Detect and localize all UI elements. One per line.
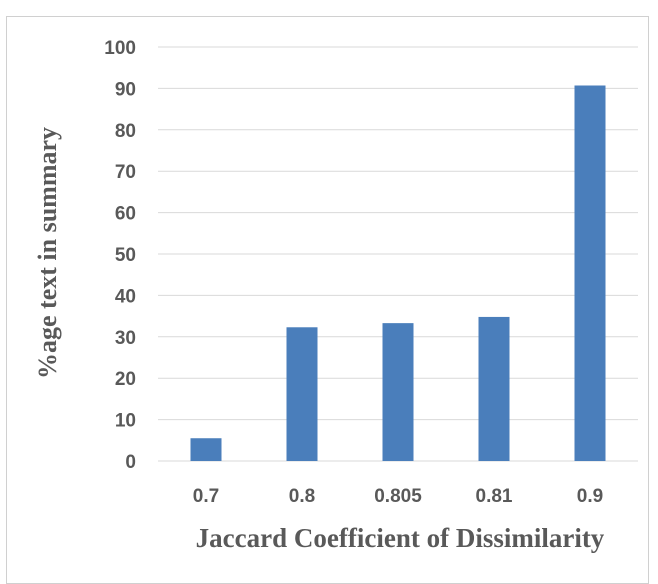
x-tick-label: 0.805	[374, 486, 422, 507]
y-tick-label: 70	[115, 162, 136, 183]
y-tick-label: 50	[115, 245, 136, 266]
y-axis-ticks: 0 10 20 30 40 50 60 70 80 90 100	[104, 38, 136, 473]
y-tick-label: 100	[104, 38, 136, 59]
bars	[190, 85, 606, 461]
x-tick-label: 0.9	[577, 486, 603, 507]
gridlines	[158, 46, 638, 462]
bar-0.805	[382, 323, 414, 461]
bar-0.9	[574, 85, 606, 461]
y-tick-label: 10	[115, 411, 136, 432]
bar-0.8	[286, 327, 318, 461]
x-tick-label: 0.7	[193, 486, 219, 507]
chart-frame	[6, 16, 649, 584]
y-tick-label: 30	[115, 328, 136, 349]
x-tick-label: 0.81	[476, 486, 513, 507]
y-tick-label: 40	[115, 286, 136, 307]
y-axis-label: %age text in summary	[33, 127, 62, 379]
y-tick-label: 80	[115, 121, 136, 142]
bar-0.81	[478, 316, 510, 461]
y-tick-label: 0	[125, 452, 136, 473]
bar-0.7	[190, 438, 222, 461]
x-axis-ticks: 0.7 0.8 0.805 0.81 0.9	[193, 486, 603, 507]
x-axis-label: Jaccard Coefficient of Dissimilarity	[196, 523, 605, 553]
y-tick-label: 20	[115, 369, 136, 390]
y-tick-label: 60	[115, 204, 136, 225]
y-tick-label: 90	[115, 79, 136, 100]
x-tick-label: 0.8	[289, 486, 315, 507]
